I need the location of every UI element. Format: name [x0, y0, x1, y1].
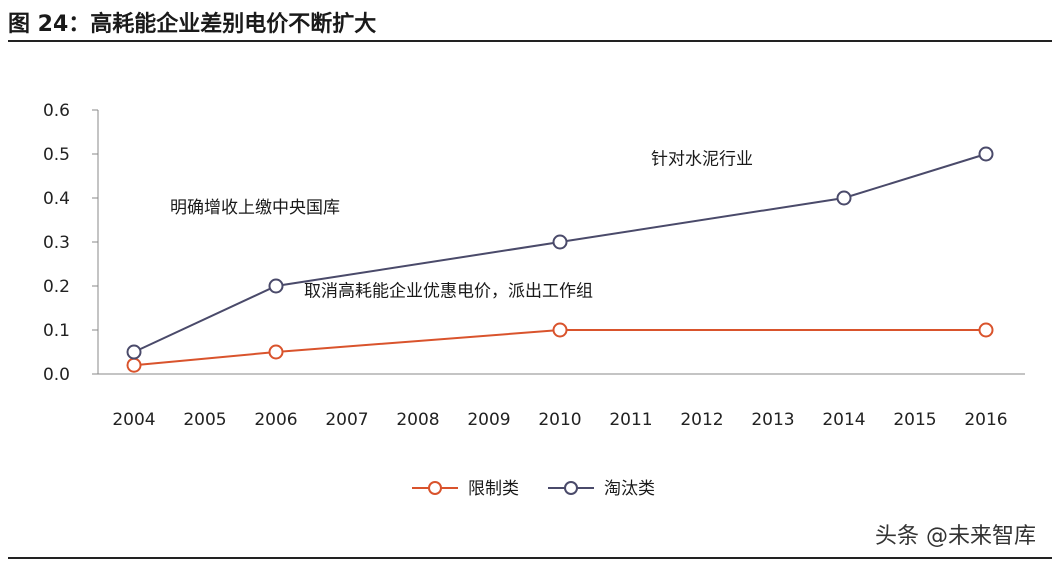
- watermark: 头条 @未来智库: [875, 524, 1036, 549]
- x-tick-label: 2008: [396, 410, 439, 430]
- x-tick-label: 2010: [538, 410, 581, 430]
- x-tick-label: 2011: [609, 410, 652, 430]
- y-tick-label: 0.0: [43, 365, 70, 385]
- y-tick-label: 0.1: [43, 321, 70, 341]
- legend-marker: [428, 481, 442, 495]
- chart-annotation: 取消高耗能企业优惠电价，派出工作组: [304, 281, 593, 301]
- data-point: [126, 357, 142, 373]
- y-tick-label: 0.6: [43, 101, 70, 121]
- data-point: [552, 234, 568, 250]
- data-point: [978, 146, 994, 162]
- x-tick-label: 2007: [325, 410, 368, 430]
- chart-title: 图 24：高耗能企业差别电价不断扩大: [8, 12, 377, 37]
- x-tick-label: 2009: [467, 410, 510, 430]
- y-tick-label: 0.3: [43, 233, 70, 253]
- data-point: [552, 322, 568, 338]
- y-tick-label: 0.2: [43, 277, 70, 297]
- x-tick-label: 2015: [893, 410, 936, 430]
- data-point: [836, 190, 852, 206]
- data-point: [978, 322, 994, 338]
- chart-annotation: 针对水泥行业: [651, 149, 753, 169]
- title-divider: [8, 40, 1052, 42]
- x-tick-label: 2013: [751, 410, 794, 430]
- x-tick-label: 2014: [822, 410, 865, 430]
- series-line-1: [133, 329, 986, 367]
- x-tick-label: 2004: [112, 410, 155, 430]
- series-line-2: [133, 153, 987, 353]
- data-point: [268, 344, 284, 360]
- data-point: [268, 278, 284, 294]
- legend-label: 限制类: [468, 479, 519, 499]
- y-tick-label: 0.5: [43, 145, 70, 165]
- x-tick-label: 2006: [254, 410, 297, 430]
- legend-marker: [564, 481, 578, 495]
- legend-label: 淘汰类: [604, 479, 655, 499]
- x-tick-label: 2016: [964, 410, 1007, 430]
- x-tick-label: 2005: [183, 410, 226, 430]
- y-tick-label: 0.4: [43, 189, 70, 209]
- x-tick-label: 2012: [680, 410, 723, 430]
- footer-divider: [8, 557, 1052, 559]
- data-point: [126, 344, 142, 360]
- chart-annotation: 明确增收上缴中央国库: [170, 198, 340, 218]
